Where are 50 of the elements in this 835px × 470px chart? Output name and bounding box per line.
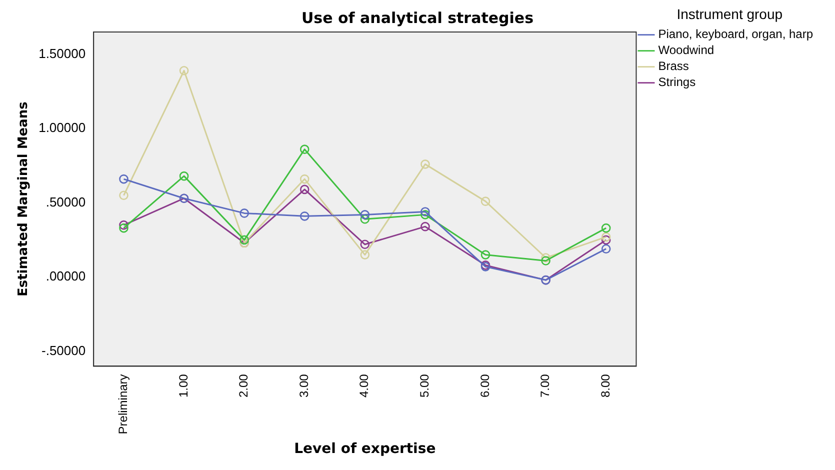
x-tick-label: 5.00 (418, 374, 432, 398)
y-tick-label: 1.50000 (38, 46, 86, 61)
x-tick-label: Preliminary (116, 374, 130, 434)
point (300, 184, 310, 194)
legend-label: Piano, keyboard, organ, harp (658, 27, 814, 42)
point (420, 207, 430, 216)
legend-label: Strings (658, 75, 696, 90)
x-tick-label: 8.00 (598, 374, 612, 398)
point (541, 253, 550, 262)
legend-label: Woodwind (658, 43, 714, 58)
point (300, 174, 310, 184)
x-tick-label: 6.00 (478, 374, 492, 398)
point (420, 210, 430, 220)
point (300, 144, 310, 154)
point (179, 66, 189, 76)
legend-label: Brass (658, 59, 689, 74)
y-axis-title: Estimated Marginal Means (16, 101, 32, 297)
point (601, 235, 611, 245)
legend-title: Instrument group (676, 6, 783, 22)
x-tick-label: 2.00 (236, 374, 251, 398)
x-tick-label: 3.00 (296, 374, 311, 398)
point (119, 220, 128, 230)
point (240, 208, 249, 218)
point (119, 174, 128, 184)
point (119, 190, 128, 200)
point (179, 171, 189, 181)
point (240, 235, 249, 245)
x-axis-title: Level of expertise (294, 441, 436, 458)
point (119, 223, 128, 233)
point (601, 244, 611, 254)
y-tick-label: .00000 (46, 268, 86, 284)
point (360, 210, 370, 220)
point (480, 250, 490, 260)
point (480, 196, 490, 206)
point (601, 223, 611, 233)
y-tick-label: -.50000 (42, 342, 86, 358)
x-tick-label: 7.00 (538, 374, 552, 398)
chart-title: Use of analytical strategies (301, 8, 534, 27)
point (420, 222, 430, 232)
point (360, 250, 370, 260)
x-tick-label: 4.00 (357, 374, 372, 398)
point (360, 214, 370, 224)
point (360, 240, 370, 250)
x-tick-label: 1.00 (176, 374, 190, 398)
point (420, 160, 430, 169)
point (601, 232, 611, 242)
y-tick-label: .50000 (46, 194, 86, 210)
point (300, 212, 310, 221)
point (541, 256, 550, 266)
y-tick-label: 1.00000 (38, 120, 86, 136)
